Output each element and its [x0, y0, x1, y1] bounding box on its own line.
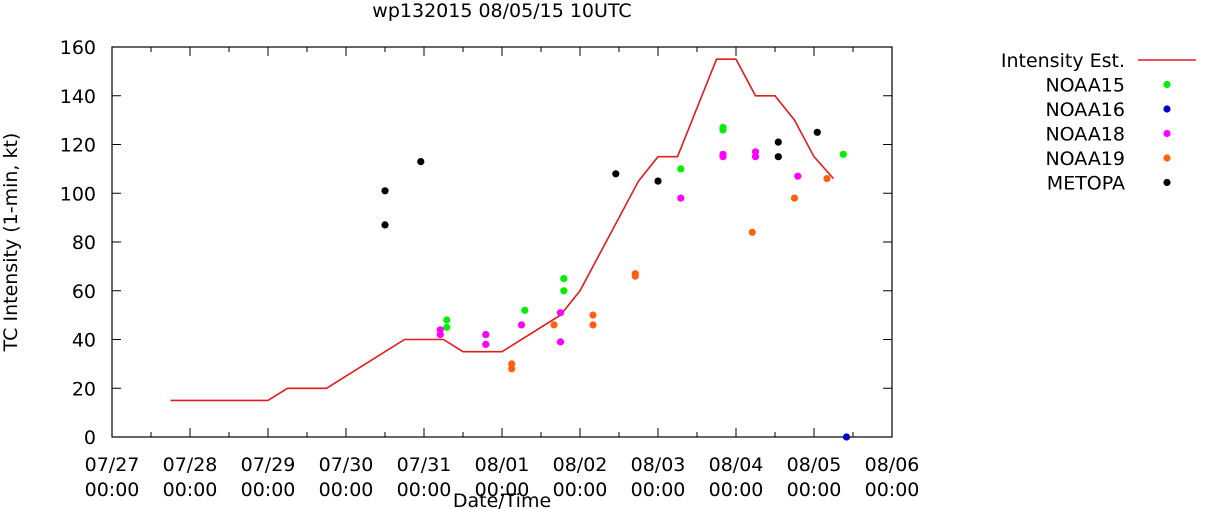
point-metopa	[417, 158, 425, 166]
point-noaa15	[719, 126, 727, 134]
point-metopa	[381, 187, 389, 195]
y-tick-label: 140	[60, 86, 96, 108]
x-tick-label-time: 00:00	[397, 479, 452, 501]
series-line-intensity-est	[170, 58, 835, 402]
point-metopa	[654, 177, 662, 185]
point-noaa18	[436, 331, 444, 339]
x-tick-label-time: 00:00	[319, 479, 374, 501]
y-axis-label: TC Intensity (1-min, kt)	[0, 133, 22, 353]
point-noaa18	[482, 340, 490, 348]
point-noaa18	[719, 153, 727, 161]
point-metopa	[612, 170, 620, 178]
legend-label-noaa18: NOAA18	[1045, 124, 1125, 146]
x-axis-label: Date/Time	[453, 490, 551, 509]
point-noaa19	[790, 194, 799, 202]
y-tick-label: 20	[72, 378, 96, 400]
x-tick-label-time: 00:00	[85, 479, 140, 501]
y-tick-label: 80	[72, 232, 96, 254]
point-noaa19	[823, 175, 831, 183]
legend-marker-noaa19	[1163, 154, 1171, 162]
legend-marker-metopa	[1163, 178, 1171, 187]
point-noaa19	[589, 311, 597, 319]
y-axis: 0 20 40 60 80 100 120 140 160	[60, 37, 892, 449]
x-tick-label-date: 07/28	[163, 454, 218, 476]
x-tick-label-time: 00:00	[475, 479, 530, 501]
point-noaa15	[560, 275, 568, 283]
x-tick-label-time: 00:00	[865, 479, 920, 501]
x-axis: 07/27 00:00 07/28 00:00 07/29 00:00 07/30 00:00…	[85, 47, 920, 501]
point-noaa18	[517, 321, 526, 329]
x-tick-label-date: 08/03	[631, 454, 686, 476]
point-noaa18	[794, 172, 802, 180]
point-noaa15	[443, 323, 451, 331]
x-tick-label-date: 08/01	[475, 454, 530, 476]
point-noaa18	[677, 194, 685, 202]
y-tick-label: 40	[72, 330, 96, 352]
point-noaa15	[560, 287, 568, 295]
x-tick-label-date: 08/02	[553, 454, 608, 476]
point-metopa	[774, 138, 782, 146]
point-noaa18	[556, 338, 565, 346]
x-tick-label-date: 08/06	[865, 454, 920, 476]
point-noaa15	[839, 150, 847, 158]
chart-title: wp132015 08/05/15 10UTC	[372, 0, 631, 22]
point-metopa	[774, 153, 782, 161]
point-noaa18	[751, 153, 760, 161]
plot-frame	[111, 46, 893, 438]
point-noaa19	[589, 321, 597, 329]
point-noaa15	[443, 316, 451, 324]
x-tick-label-time: 00:00	[241, 479, 296, 501]
point-noaa19	[508, 365, 516, 373]
legend-label-noaa16: NOAA16	[1045, 99, 1125, 121]
point-noaa18	[556, 309, 565, 317]
y-tick-label: 100	[60, 183, 96, 205]
x-tick-label-date: 07/29	[241, 454, 296, 476]
point-noaa15	[521, 306, 529, 314]
y-tick-label: 60	[72, 281, 96, 303]
legend-marker-noaa16	[1163, 105, 1171, 113]
legend-label-metopa: METOPA	[1047, 173, 1125, 195]
legend-label-noaa15: NOAA15	[1045, 75, 1125, 97]
y-tick-label: 120	[60, 135, 96, 157]
legend-label-noaa19: NOAA19	[1045, 148, 1125, 170]
point-metopa	[381, 221, 389, 229]
x-tick-label-time: 00:00	[631, 479, 686, 501]
point-noaa19	[748, 228, 756, 236]
x-tick-label-time: 00:00	[709, 479, 764, 501]
y-tick-label: 0	[84, 427, 96, 449]
legend-marker-noaa18	[1163, 129, 1171, 138]
x-tick-label-time: 00:00	[163, 479, 218, 501]
x-tick-label-date: 07/27	[85, 454, 140, 476]
series-layer	[170, 58, 851, 441]
point-metopa	[813, 128, 821, 136]
point-noaa19	[631, 272, 639, 280]
x-tick-label-date: 07/30	[319, 454, 374, 476]
legend-marker-noaa15	[1163, 80, 1171, 89]
legend-label-intensity-est: Intensity Est.	[1001, 50, 1125, 72]
x-tick-label-time: 00:00	[553, 479, 608, 501]
y-tick-label: 160	[60, 37, 96, 59]
x-tick-label-date: 08/04	[709, 454, 764, 476]
point-noaa15	[677, 165, 685, 173]
point-noaa18	[482, 331, 490, 339]
x-tick-label-date: 08/05	[787, 454, 842, 476]
x-tick-label-date: 07/31	[397, 454, 452, 476]
point-noaa19	[550, 321, 558, 329]
point-noaa16	[842, 433, 851, 441]
x-tick-label-time: 00:00	[787, 479, 842, 501]
